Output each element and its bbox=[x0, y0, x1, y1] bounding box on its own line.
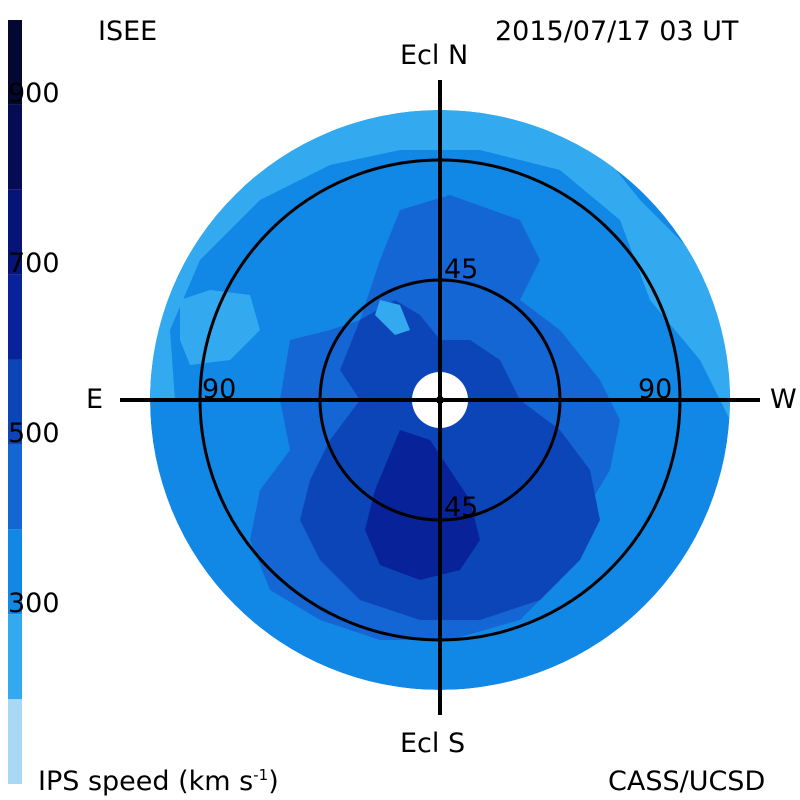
colorbar-band-400 bbox=[8, 444, 22, 530]
colorbar-band-700 bbox=[8, 189, 22, 275]
credit-label: CASS/UCSD bbox=[608, 766, 766, 797]
colorbar-band-500 bbox=[8, 359, 22, 445]
colorbar-tick-300: 300 bbox=[8, 588, 60, 619]
ring-label-90-left: 90 bbox=[202, 374, 237, 405]
direction-west: W bbox=[770, 384, 797, 415]
org-label: ISEE bbox=[98, 16, 158, 47]
colorbar-band-900 bbox=[8, 20, 22, 105]
colorbar-tick-500: 500 bbox=[8, 418, 60, 449]
direction-east: E bbox=[86, 384, 104, 415]
sun-center-dot bbox=[436, 396, 444, 404]
colorbar-band-600 bbox=[8, 274, 22, 360]
light-patch-east bbox=[180, 290, 260, 365]
northern-light-streak bbox=[375, 300, 410, 335]
ring-label-45-bottom: 45 bbox=[444, 492, 479, 523]
south-core bbox=[365, 430, 480, 580]
ring-label-90-right: 90 bbox=[638, 374, 673, 405]
colorbar-tick-700: 700 bbox=[8, 248, 60, 279]
direction-north: Ecl N bbox=[400, 40, 469, 71]
colorbar-band-200 bbox=[8, 614, 22, 700]
ring-label-45-top: 45 bbox=[444, 254, 479, 285]
direction-south: Ecl S bbox=[400, 728, 466, 759]
colorbar-caption-exponent: -1 bbox=[253, 766, 269, 784]
colorbar-caption-close: ) bbox=[268, 766, 279, 797]
outer-fast-band bbox=[150, 110, 730, 420]
colorbar-band-100 bbox=[8, 699, 22, 784]
colorbar-band-800 bbox=[8, 104, 22, 190]
timestamp-label: 2015/07/17 03 UT bbox=[495, 16, 739, 47]
colorbar-caption-text: IPS speed (km s bbox=[38, 766, 254, 797]
colorbar-caption: IPS speed (km s-1) bbox=[38, 766, 279, 797]
colorbar-tick-900: 900 bbox=[8, 78, 60, 109]
speed-colorbar bbox=[8, 20, 22, 784]
colorbar-band-300 bbox=[8, 529, 22, 615]
